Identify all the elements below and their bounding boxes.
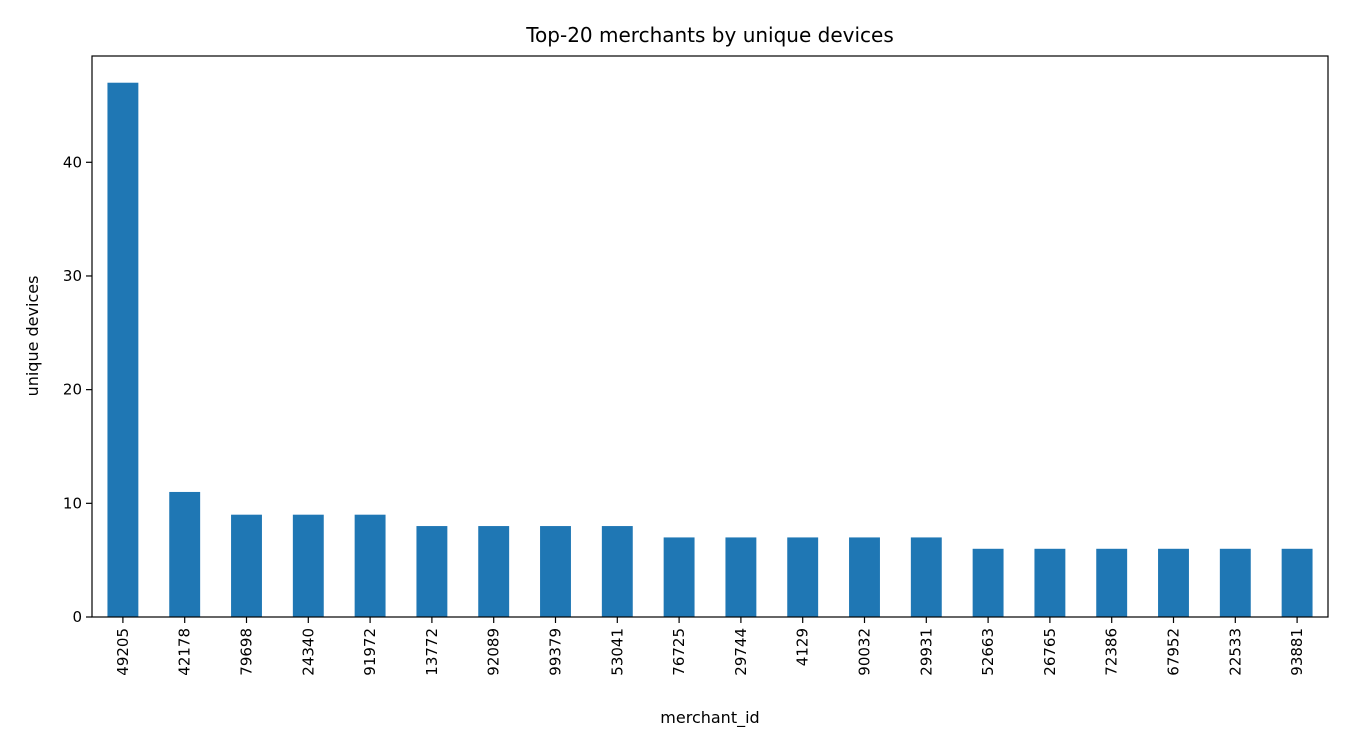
bar-4129 bbox=[787, 537, 819, 617]
y-tick-label: 40 bbox=[63, 153, 82, 171]
x-axis-title: merchant_id bbox=[660, 708, 759, 728]
x-tick-label: 92089 bbox=[485, 628, 503, 676]
bar-90032 bbox=[849, 537, 880, 617]
bar-29744 bbox=[725, 537, 757, 617]
bar-79698 bbox=[231, 514, 262, 617]
plot-area: 0 10 20 30 40 49205 42178 79698 24340 91972 13772 9… bbox=[63, 82, 1313, 676]
x-tick-label: 52663 bbox=[979, 628, 997, 676]
x-tick-label: 67952 bbox=[1165, 628, 1183, 676]
x-tick-label: 29744 bbox=[732, 628, 750, 676]
x-tick-label: 90032 bbox=[856, 628, 874, 676]
bar-49205 bbox=[107, 82, 139, 617]
x-tick-label: 49205 bbox=[114, 628, 132, 676]
x-tick-label: 93881 bbox=[1288, 628, 1306, 676]
y-tick-label: 10 bbox=[63, 494, 82, 512]
bar-91972 bbox=[354, 514, 386, 617]
bar-93881 bbox=[1281, 548, 1313, 617]
y-tick-label: 30 bbox=[63, 267, 82, 285]
x-tick-label: 76725 bbox=[670, 628, 688, 676]
bar-29931 bbox=[910, 537, 942, 617]
x-tick-label: 4129 bbox=[794, 628, 812, 666]
x-tick-label: 99379 bbox=[547, 628, 565, 676]
x-tick-label: 53041 bbox=[608, 628, 626, 676]
bar-92089 bbox=[478, 526, 510, 617]
bar-13772 bbox=[416, 526, 448, 617]
plot-frame bbox=[91, 55, 1329, 618]
x-tick-label: 29931 bbox=[917, 628, 935, 676]
x-tick-label: 79698 bbox=[238, 628, 256, 676]
bar-67952 bbox=[1158, 548, 1189, 617]
x-tick-label: 42178 bbox=[176, 628, 194, 676]
x-tick-label: 22533 bbox=[1226, 628, 1244, 676]
x-tick-label: 13772 bbox=[423, 628, 441, 676]
bar-24340 bbox=[292, 514, 324, 617]
x-tick-label: 91972 bbox=[361, 628, 379, 676]
x-tick-label: 26765 bbox=[1041, 628, 1059, 676]
y-tick-label: 0 bbox=[72, 608, 82, 626]
bar-22533 bbox=[1219, 548, 1251, 617]
bar-52663 bbox=[972, 548, 1004, 617]
bar-99379 bbox=[540, 526, 571, 617]
x-tick-label: 24340 bbox=[299, 628, 317, 676]
bar-42178 bbox=[169, 491, 201, 617]
y-tick-label: 20 bbox=[63, 381, 82, 399]
chart-title: Top-20 merchants by unique devices bbox=[525, 23, 894, 47]
y-axis-title: unique devices bbox=[23, 276, 42, 397]
bar-72386 bbox=[1096, 548, 1128, 617]
bar-26765 bbox=[1034, 548, 1066, 617]
bar-53041 bbox=[601, 526, 633, 617]
x-tick-label: 72386 bbox=[1103, 628, 1121, 676]
bar-76725 bbox=[663, 537, 695, 617]
